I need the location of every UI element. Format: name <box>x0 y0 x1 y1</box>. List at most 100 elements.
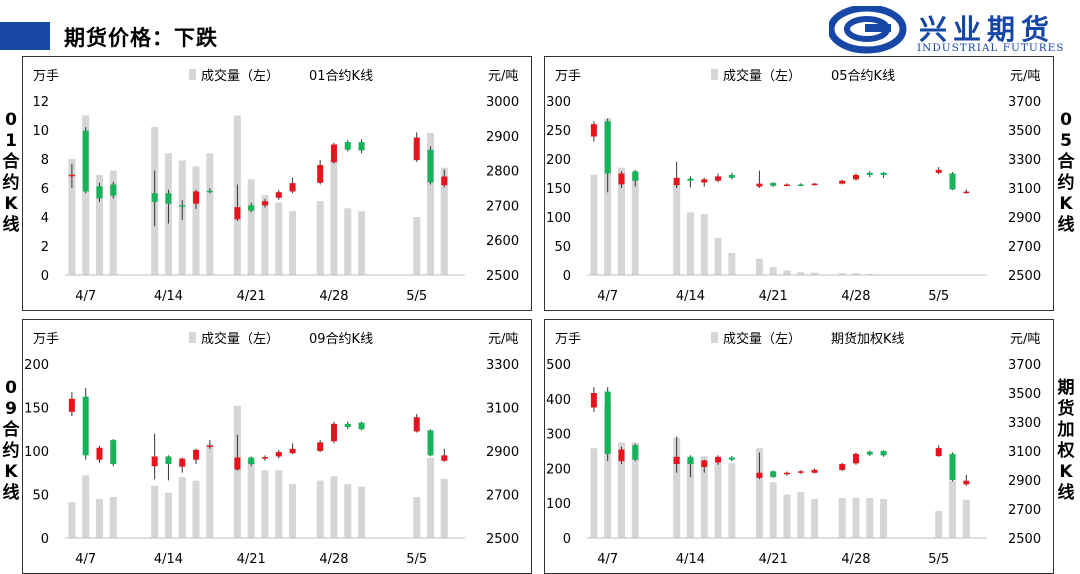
x-tick-label: 4/21 <box>237 289 266 304</box>
right-tick-label: 2700 <box>486 199 519 214</box>
candle-up <box>96 445 103 463</box>
volume-bar <box>261 470 269 538</box>
volume-bar <box>427 457 435 538</box>
left-unit-label: 万手 <box>555 332 581 347</box>
candle-body <box>880 172 887 175</box>
candle-up <box>935 445 942 457</box>
candle-body <box>441 455 448 461</box>
right-tick-label: 2500 <box>486 532 519 547</box>
volume-bar <box>852 497 860 538</box>
candle-up <box>413 132 420 162</box>
candle-down <box>344 421 351 430</box>
candle-up <box>839 462 846 472</box>
candle-body <box>82 396 89 456</box>
candle-body <box>728 174 735 178</box>
volume-bar <box>330 476 338 538</box>
volume-bar <box>866 497 874 538</box>
right-tick-label: 3700 <box>1008 358 1041 373</box>
candle-up <box>289 443 296 455</box>
volume-bar <box>590 174 598 275</box>
candle-down <box>770 470 777 478</box>
candle-body <box>193 449 200 460</box>
candle-body <box>604 391 611 454</box>
candle-up <box>784 183 790 187</box>
candle-up <box>701 177 708 187</box>
left-tick-label: 300 <box>546 95 571 110</box>
left-tick-label: 12 <box>32 95 49 110</box>
candle-body <box>193 191 200 204</box>
candle-down <box>632 443 639 462</box>
header-accent-bar <box>0 22 50 50</box>
volume-bar <box>95 498 103 538</box>
volume-bar <box>330 159 338 275</box>
volume-bar <box>413 497 421 538</box>
x-tick-label: 4/14 <box>154 552 183 567</box>
candle-body <box>413 417 420 432</box>
candle-up <box>618 446 625 465</box>
right-tick-label: 2900 <box>1008 474 1041 489</box>
volume-series <box>68 405 448 538</box>
candle-body <box>234 207 241 220</box>
candle-body <box>632 445 639 460</box>
candle-up <box>413 414 420 433</box>
candle-up <box>330 142 337 164</box>
chart-panel-01: 万手 元/吨 成交量（左） 01合约K线 0 2 4 6 8 10 12 2500 2600 2700 28… <box>22 56 532 311</box>
candle-body <box>839 180 846 184</box>
volume-bar <box>631 173 639 275</box>
right-tick-label: 2700 <box>486 489 519 504</box>
kline-series <box>68 387 448 481</box>
candle-body <box>687 456 694 465</box>
volume-bar <box>192 480 200 538</box>
right-tick-label: 2500 <box>1008 532 1041 547</box>
candle-up <box>68 392 75 417</box>
right-tick-label: 2700 <box>1008 503 1041 518</box>
volume-series <box>590 404 970 538</box>
candle-up <box>852 173 859 181</box>
candle-down <box>427 429 434 457</box>
candle-body <box>866 172 873 175</box>
right-tick-label: 2800 <box>486 165 519 180</box>
left-unit-label: 万手 <box>33 332 59 347</box>
left-tick-label: 6 <box>41 182 49 197</box>
volume-bar <box>617 167 625 275</box>
volume-bar <box>427 132 435 275</box>
candle-body <box>344 423 351 428</box>
legend-volume-label: 成交量（左） <box>723 331 801 347</box>
candle-down <box>248 456 255 467</box>
left-tick-label: 0 <box>41 269 49 284</box>
legend-kline-label: 09合约K线 <box>309 332 373 347</box>
chart-legend: 成交量（左） 05合约K线 <box>711 68 895 84</box>
candle-body <box>110 440 117 465</box>
x-tick-label: 4/28 <box>319 552 348 567</box>
kline-chart-svg: 万手 元/吨 成交量（左） 期货加权K线 0 100 200 300 400 500 2500 270… <box>546 331 1041 567</box>
candle-down <box>770 182 777 187</box>
candle-body <box>701 460 708 467</box>
chart-legend: 成交量（左） 01合约K线 <box>189 68 373 84</box>
candle-up <box>193 189 200 209</box>
candle-down <box>165 455 172 481</box>
right-tick-label: 3300 <box>1008 153 1041 168</box>
candle-body <box>165 193 172 204</box>
candle-body <box>756 472 763 478</box>
volume-bar <box>413 217 421 275</box>
volume-bar <box>82 475 90 538</box>
volume-bar <box>631 442 639 538</box>
candle-body <box>935 169 942 173</box>
volume-bar <box>852 273 860 275</box>
right-tick-label: 2600 <box>486 234 519 249</box>
volume-bar <box>164 492 172 538</box>
legend-volume-swatch <box>189 69 196 80</box>
volume-bar <box>604 404 612 538</box>
volume-bar <box>935 510 943 538</box>
candle-down <box>96 182 103 202</box>
volume-bar <box>811 499 819 538</box>
volume-bar <box>686 212 694 275</box>
candle-body <box>317 442 324 451</box>
side-label-09: 09合约K线 <box>2 378 20 503</box>
volume-bar <box>797 272 805 275</box>
candle-down <box>866 171 873 178</box>
volume-bar <box>233 405 241 538</box>
candle-up <box>441 448 448 462</box>
x-tick-label: 4/7 <box>75 552 96 567</box>
candle-body <box>110 184 117 196</box>
